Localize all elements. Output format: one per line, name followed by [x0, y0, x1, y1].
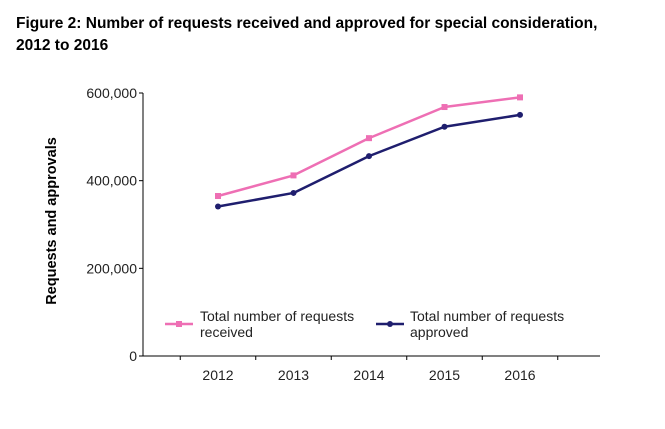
- y-tick-label: 600,000: [86, 85, 137, 101]
- x-axis-ticks: 2012 2013 2014 2015 2016: [179, 356, 559, 383]
- figure-title: Figure 2: Number of requests received an…: [16, 13, 656, 57]
- y-tick-label: 0: [129, 348, 137, 364]
- y-axis-ticks: 0 200,000 400,000 600,000: [86, 85, 143, 364]
- y-axis-label: Requests and approvals: [44, 137, 60, 305]
- series-group: [215, 94, 523, 210]
- y-tick-label: 200,000: [86, 260, 137, 276]
- data-point-marker: [366, 135, 372, 142]
- legend-label: Total number of requests: [410, 308, 564, 324]
- x-tick-label: 2016: [504, 367, 535, 383]
- data-point-marker: [441, 104, 448, 111]
- data-point-marker: [366, 153, 372, 160]
- data-point-marker: [215, 193, 221, 200]
- legend-swatch-marker: [387, 321, 393, 327]
- legend-label: received: [200, 324, 253, 340]
- data-point-marker: [441, 123, 448, 130]
- data-point-marker: [215, 203, 221, 210]
- x-tick-label: 2014: [353, 367, 384, 383]
- x-tick-label: 2012: [202, 367, 233, 383]
- data-point-marker: [290, 189, 297, 196]
- x-tick-label: 2013: [278, 367, 309, 383]
- legend-label: approved: [410, 324, 468, 340]
- legend-swatch-marker: [176, 321, 182, 327]
- x-tick-label: 2015: [429, 367, 460, 383]
- figure-title-line-2: 2012 to 2016: [16, 37, 109, 54]
- legend-label: Total number of requests: [200, 308, 354, 324]
- data-point-marker: [290, 172, 297, 179]
- series-line: [217, 96, 521, 198]
- figure-title-line-1: Figure 2: Number of requests received an…: [16, 15, 598, 32]
- y-tick-label: 400,000: [86, 173, 137, 189]
- series-line: [217, 113, 521, 208]
- data-point-marker: [517, 111, 523, 118]
- data-point-marker: [517, 94, 523, 101]
